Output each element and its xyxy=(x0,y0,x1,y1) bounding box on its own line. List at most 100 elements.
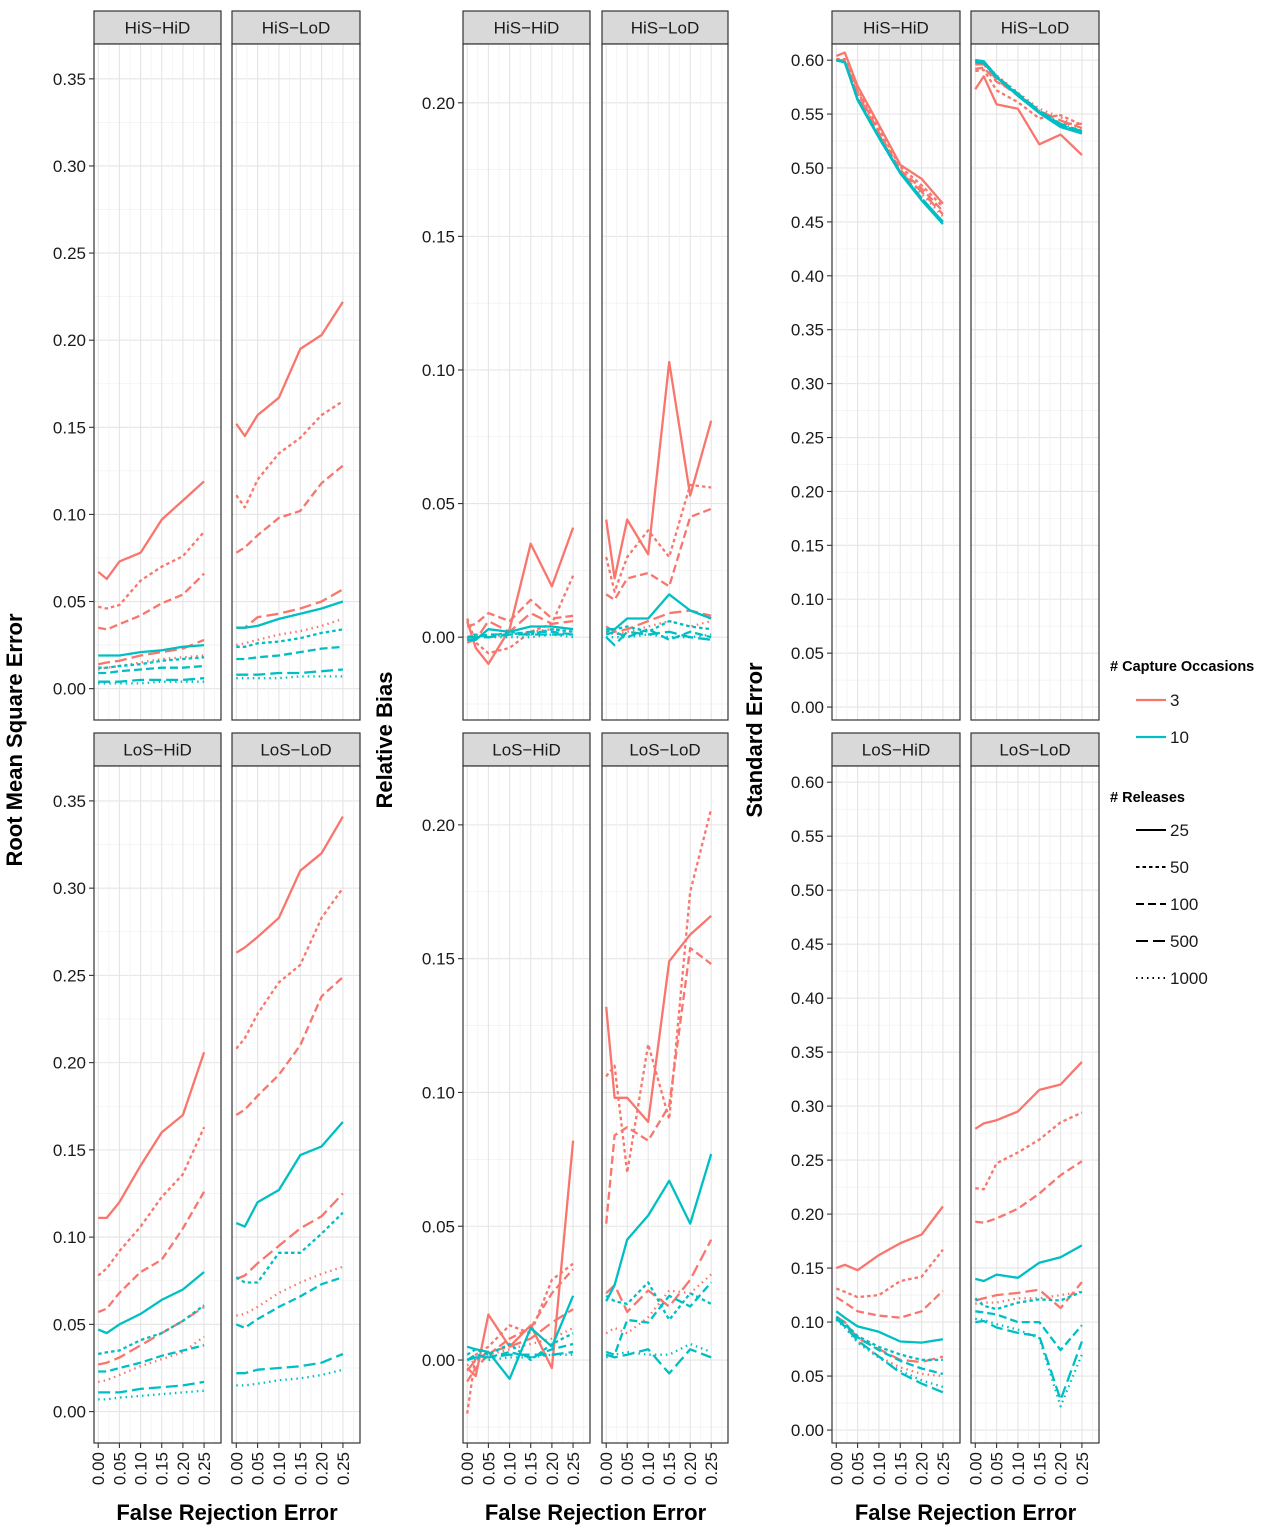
metric-panel: Root Mean Square Error False Rejection Er… xyxy=(2,10,361,1525)
series-line-occ10-rel500 xyxy=(236,668,343,676)
series-line-occ10-rel1000 xyxy=(836,59,944,223)
series-line-occ3-rel25 xyxy=(466,527,575,666)
series-line-occ10-rel25 xyxy=(835,1310,944,1344)
legend-entry-label: 3 xyxy=(1170,691,1179,710)
x-tick-label: 0.15 xyxy=(1030,1452,1049,1485)
legend-entry-label: 10 xyxy=(1170,728,1189,747)
series-line-occ10-rel50 xyxy=(466,1332,574,1362)
facet-strip-label: HiS−HiD xyxy=(494,19,560,38)
y-tick-label: 0.25 xyxy=(791,429,824,448)
series-line-occ10-rel25 xyxy=(975,1244,1083,1283)
series-line-occ10-rel25 xyxy=(467,625,574,641)
x-tick-label: 0.05 xyxy=(988,1452,1007,1485)
series-line-occ10-rel500 xyxy=(836,59,944,223)
facet-strip xyxy=(831,10,961,45)
legend-title-capture-occasions: # Capture Occasions xyxy=(1110,659,1254,675)
x-tick-label: 0.20 xyxy=(913,1452,932,1485)
plot-background xyxy=(971,44,1099,720)
series-line-occ3-rel50 xyxy=(605,808,713,1174)
x-tick-label: 0.20 xyxy=(174,1452,193,1485)
series-line-occ3-rel1000 xyxy=(605,1273,712,1335)
plot-background xyxy=(232,44,360,720)
x-tick-label: 0.10 xyxy=(639,1452,658,1485)
x-tick-label: 0.05 xyxy=(249,1452,268,1485)
series-line-occ3-rel100 xyxy=(97,1191,206,1314)
y-tick-label: 0.05 xyxy=(791,1367,824,1386)
facet-strip xyxy=(601,10,729,45)
y-tick-label: 0.00 xyxy=(422,628,455,647)
x-tick-label: 0.25 xyxy=(1073,1452,1092,1485)
x-tick-label: 0.00 xyxy=(227,1452,246,1485)
series-line-occ3-rel50 xyxy=(835,1248,944,1299)
facet-panel: LoS−HiD0.000.050.100.150.200.250.300.350… xyxy=(791,732,961,1485)
facet-strip xyxy=(970,10,1100,45)
series-line-occ10-rel50 xyxy=(235,1211,344,1284)
series-line-occ10-rel500 xyxy=(467,633,574,639)
x-axis-label: False Rejection Error xyxy=(855,1500,1077,1525)
y-tick-label: 0.15 xyxy=(791,536,824,555)
plot-background xyxy=(832,44,960,720)
x-tick-label: 0.10 xyxy=(870,1452,889,1485)
x-tick-label: 0.20 xyxy=(313,1452,332,1485)
series-line-occ3-rel50 xyxy=(97,531,205,610)
series-line-occ3-rel25 xyxy=(605,914,712,1124)
series-line-occ10-rel25 xyxy=(236,600,344,629)
x-tick-label: 0.05 xyxy=(110,1452,129,1485)
y-tick-label: 0.10 xyxy=(791,590,824,609)
x-tick-label: 0.15 xyxy=(291,1452,310,1485)
facet-strip-label: LoS−LoD xyxy=(260,741,331,760)
series-line-occ3-rel100 xyxy=(235,976,344,1116)
facet-strip-label: HiS−LoD xyxy=(1001,19,1070,38)
y-axis-label: Root Mean Square Error xyxy=(2,613,27,866)
x-tick-label: 0.25 xyxy=(334,1452,353,1485)
series-line-occ3-rel25 xyxy=(98,1051,206,1220)
series-line-occ3-rel500 xyxy=(975,1281,1083,1310)
series-line-occ10-rel500 xyxy=(605,1348,712,1375)
facet-strip-label: LoS−HiD xyxy=(492,741,561,760)
series-line-occ3-rel25 xyxy=(974,1061,1083,1130)
panel-border xyxy=(93,43,222,721)
y-tick-label: 0.35 xyxy=(53,792,86,811)
series-line-occ10-rel500 xyxy=(466,1350,574,1362)
facet-panel: LoS−HiD0.000.050.100.150.200.250.300.350… xyxy=(53,732,222,1485)
legend-entry-label: 25 xyxy=(1170,821,1189,840)
panel-border xyxy=(970,765,1100,1444)
facet-strip xyxy=(970,732,1100,767)
plot-background xyxy=(94,44,221,720)
series-line-occ3-rel25 xyxy=(835,51,944,205)
facet-panel: HiS−HiD 0.00 0.05 0.10 0.15 0.20 0.25 0.30 0.35 xyxy=(53,10,222,721)
series-line-occ3-rel50 xyxy=(605,483,712,593)
x-tick-label: 0.00 xyxy=(458,1452,477,1485)
y-tick-label: 0.30 xyxy=(791,375,824,394)
panel-border xyxy=(970,43,1100,721)
plot-background xyxy=(832,766,960,1443)
y-tick-label: 0.15 xyxy=(53,1141,86,1160)
series-line-occ10-rel25 xyxy=(98,643,205,657)
series-line-occ3-rel50 xyxy=(836,57,944,208)
y-tick-label: 0.05 xyxy=(422,495,455,514)
y-tick-label: 0.00 xyxy=(791,1421,824,1440)
x-tick-label: 0.05 xyxy=(479,1452,498,1485)
plot-background xyxy=(232,766,360,1443)
y-tick-label: 0.05 xyxy=(53,1315,86,1334)
series-line-occ10-rel50 xyxy=(605,619,712,633)
series-line-occ10-rel50 xyxy=(974,1290,1083,1311)
y-tick-label: 0.30 xyxy=(791,1097,824,1116)
series-line-occ3-rel100 xyxy=(466,1268,574,1383)
legend-entry-label: 50 xyxy=(1170,858,1189,877)
facet-strip-label: LoS−HiD xyxy=(123,741,192,760)
series-line-occ3-rel25 xyxy=(235,301,344,438)
facet-strip xyxy=(462,732,591,767)
y-tick-label: 0.30 xyxy=(53,157,86,176)
x-tick-label: 0.00 xyxy=(966,1452,985,1485)
facet-panel: HiS−LoD xyxy=(970,10,1100,721)
facet-strip xyxy=(93,732,222,767)
panel-border xyxy=(462,43,591,721)
series-line-occ10-rel50 xyxy=(236,628,344,648)
y-tick-label: 0.20 xyxy=(791,482,824,501)
y-tick-label: 0.25 xyxy=(53,966,86,985)
plot-background xyxy=(94,766,221,1443)
y-tick-label: 0.00 xyxy=(422,1351,455,1370)
series-line-occ3-rel500 xyxy=(235,1192,344,1281)
y-tick-label: 0.25 xyxy=(53,244,86,263)
